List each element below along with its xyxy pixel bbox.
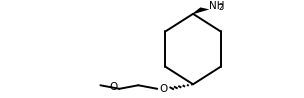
Text: NH: NH [209,1,224,11]
Text: O: O [109,82,118,92]
Text: O: O [160,84,168,94]
Text: 2: 2 [219,3,224,12]
Polygon shape [192,7,209,14]
